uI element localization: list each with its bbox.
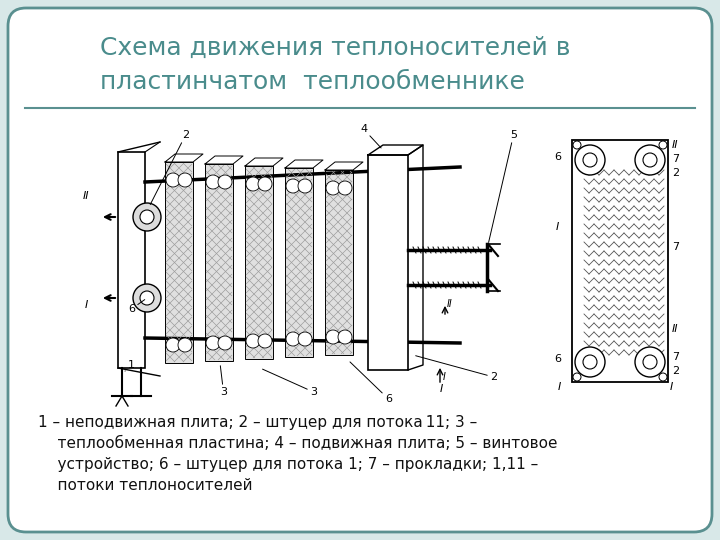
Circle shape xyxy=(206,175,220,189)
Text: 2: 2 xyxy=(672,168,679,178)
Bar xyxy=(206,165,232,360)
Circle shape xyxy=(286,179,300,193)
Circle shape xyxy=(635,347,665,377)
Text: I: I xyxy=(670,382,673,392)
Circle shape xyxy=(573,373,581,381)
FancyBboxPatch shape xyxy=(0,0,720,540)
Text: 7: 7 xyxy=(672,242,679,252)
Text: I: I xyxy=(440,384,444,394)
Circle shape xyxy=(298,179,312,193)
Text: 1 – неподвижная плита; 2 – штуцер для потока 11; 3 –
    теплообменная пластина;: 1 – неподвижная плита; 2 – штуцер для по… xyxy=(38,415,557,493)
Circle shape xyxy=(643,355,657,369)
Text: II: II xyxy=(83,191,89,201)
Circle shape xyxy=(206,336,220,350)
Circle shape xyxy=(218,336,232,350)
Circle shape xyxy=(140,210,154,224)
Circle shape xyxy=(659,373,667,381)
Text: 2: 2 xyxy=(415,356,497,382)
Text: 4: 4 xyxy=(360,124,381,148)
Circle shape xyxy=(635,145,665,175)
Bar xyxy=(246,167,272,358)
Text: 3: 3 xyxy=(263,369,317,397)
Text: Схема движения теплоносителей в: Схема движения теплоносителей в xyxy=(100,36,570,60)
Circle shape xyxy=(166,338,180,352)
Text: 2: 2 xyxy=(150,130,189,205)
Bar xyxy=(205,164,233,361)
Text: 5: 5 xyxy=(489,130,517,242)
Circle shape xyxy=(659,141,667,149)
Text: I: I xyxy=(84,300,88,310)
Text: II: II xyxy=(672,140,678,150)
Text: пластинчатом  теплообменнике: пластинчатом теплообменнике xyxy=(100,70,525,94)
Bar xyxy=(326,171,352,354)
Circle shape xyxy=(286,332,300,346)
Bar xyxy=(245,166,273,359)
Circle shape xyxy=(583,153,597,167)
Text: II: II xyxy=(447,299,453,309)
Circle shape xyxy=(258,177,272,191)
Circle shape xyxy=(338,330,352,344)
Circle shape xyxy=(178,173,192,187)
Text: 6: 6 xyxy=(350,362,392,404)
Circle shape xyxy=(575,145,605,175)
Bar xyxy=(285,168,313,357)
Circle shape xyxy=(326,181,340,195)
Bar xyxy=(166,163,192,362)
Circle shape xyxy=(643,153,657,167)
Circle shape xyxy=(326,330,340,344)
Circle shape xyxy=(133,284,161,312)
Bar xyxy=(246,167,272,358)
Text: 6: 6 xyxy=(554,152,561,162)
Bar xyxy=(368,155,408,370)
Bar xyxy=(286,169,312,356)
Circle shape xyxy=(575,347,605,377)
Circle shape xyxy=(178,338,192,352)
Text: 1: 1 xyxy=(125,360,135,371)
Text: II: II xyxy=(672,324,678,334)
Bar xyxy=(325,170,353,355)
Circle shape xyxy=(218,175,232,189)
Circle shape xyxy=(246,334,260,348)
Circle shape xyxy=(133,203,161,231)
Text: 6: 6 xyxy=(128,300,145,314)
Bar xyxy=(118,152,145,368)
Text: I: I xyxy=(556,222,559,232)
Circle shape xyxy=(583,355,597,369)
Text: I: I xyxy=(558,382,562,392)
FancyBboxPatch shape xyxy=(8,8,712,532)
Bar xyxy=(166,163,192,362)
Bar xyxy=(165,162,193,363)
Text: 7: 7 xyxy=(672,352,679,362)
Circle shape xyxy=(246,177,260,191)
Circle shape xyxy=(166,173,180,187)
Text: 6: 6 xyxy=(554,354,561,364)
Text: 7: 7 xyxy=(672,154,679,164)
Bar xyxy=(206,165,232,360)
Bar xyxy=(286,169,312,356)
Circle shape xyxy=(258,334,272,348)
Circle shape xyxy=(338,181,352,195)
Bar xyxy=(326,171,352,354)
Text: I: I xyxy=(443,372,446,382)
Circle shape xyxy=(140,291,154,305)
Text: 2: 2 xyxy=(672,366,679,376)
Text: 3: 3 xyxy=(220,366,227,397)
Circle shape xyxy=(573,141,581,149)
Circle shape xyxy=(298,332,312,346)
Bar xyxy=(572,140,668,382)
